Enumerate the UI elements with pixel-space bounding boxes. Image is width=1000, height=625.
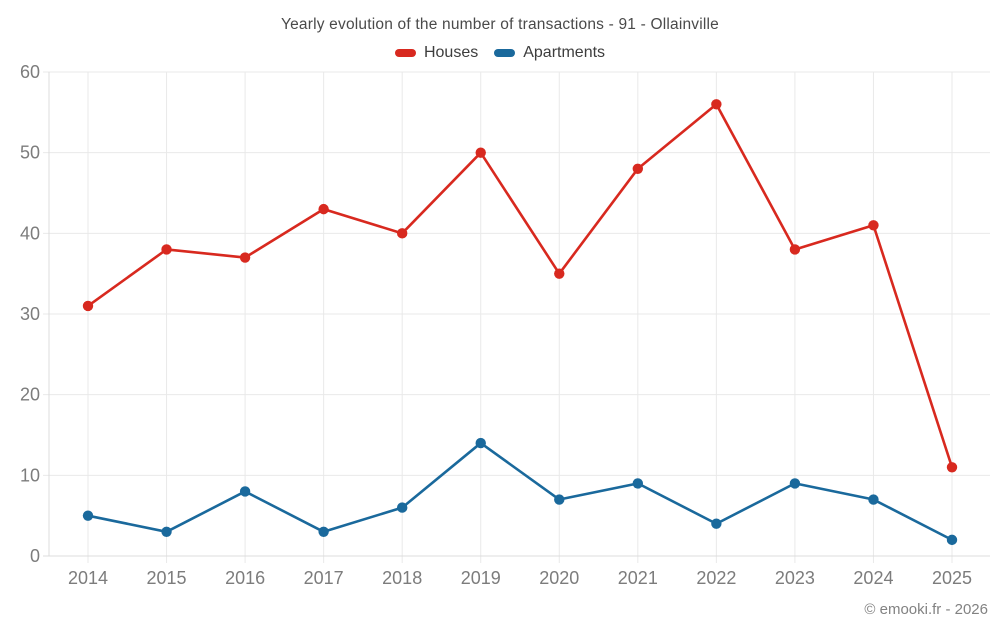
apartments-data-point[interactable] — [554, 494, 565, 505]
chart-legend: Houses Apartments — [0, 44, 1000, 62]
legend-item-houses[interactable]: Houses — [394, 44, 479, 62]
x-axis-tick-label: 2025 — [932, 568, 972, 588]
apartments-legend-swatch-icon — [494, 49, 516, 57]
apartments-data-point[interactable] — [318, 526, 329, 537]
houses-data-point[interactable] — [161, 244, 172, 255]
houses-data-point[interactable] — [82, 300, 94, 312]
apartments-data-point[interactable] — [239, 486, 251, 497]
axis-tick-labels: 2014 2015 2016 2017 2018 2019 2020 2021 2022 2023… — [20, 62, 972, 588]
houses-legend-swatch-icon — [394, 49, 416, 57]
gridlines — [43, 71, 990, 563]
apartments-data-point[interactable] — [475, 437, 486, 449]
apartments-data-point[interactable] — [632, 478, 644, 489]
x-axis-tick-label: 2022 — [696, 568, 736, 588]
x-axis-tick-label: 2016 — [225, 568, 265, 588]
houses-data-point[interactable] — [318, 203, 329, 215]
legend-item-apartments[interactable]: Apartments — [494, 44, 605, 62]
x-axis-tick-label: 2015 — [147, 568, 187, 588]
houses-data-point[interactable] — [239, 252, 251, 263]
houses-data-point[interactable] — [554, 268, 565, 279]
apartments-data-point[interactable] — [868, 494, 879, 505]
y-axis-tick-label: 30 — [20, 304, 40, 324]
apartments-data-point[interactable] — [946, 534, 958, 546]
x-axis-tick-label: 2021 — [618, 568, 658, 588]
houses-data-point[interactable] — [632, 163, 644, 174]
x-axis-tick-label: 2023 — [775, 568, 815, 588]
houses-line — [86, 102, 954, 469]
houses-legend-label: Houses — [423, 44, 479, 61]
houses-data-point[interactable] — [946, 462, 958, 473]
copyright-footer: © emooki.fr - 2026 — [864, 601, 988, 618]
apartments-data-point[interactable] — [789, 478, 801, 489]
houses-data-point[interactable] — [789, 244, 801, 255]
y-axis-tick-label: 0 — [30, 546, 40, 566]
chart-title: Yearly evolution of the number of transa… — [280, 16, 720, 33]
y-axis-tick-label: 20 — [20, 385, 40, 405]
x-axis-tick-label: 2014 — [68, 568, 108, 588]
x-axis-tick-label: 2017 — [304, 568, 344, 588]
x-axis-tick-label: 2020 — [539, 568, 579, 588]
x-axis-tick-label: 2024 — [853, 568, 893, 588]
y-axis-tick-label: 40 — [20, 223, 40, 243]
apartments-data-point[interactable] — [711, 518, 722, 529]
apartments-data-point[interactable] — [396, 502, 408, 513]
houses-data-point[interactable] — [868, 220, 879, 231]
apartments-legend-label: Apartments — [523, 44, 606, 61]
y-axis-tick-label: 60 — [20, 62, 40, 82]
houses-data-point[interactable] — [711, 99, 722, 110]
houses-data-point[interactable] — [396, 228, 408, 239]
x-axis-tick-label: 2019 — [461, 568, 501, 588]
apartments-data-point[interactable] — [82, 510, 94, 521]
apartments-line — [86, 441, 954, 542]
y-axis-tick-label: 10 — [20, 465, 40, 485]
houses-data-point[interactable] — [475, 147, 486, 158]
y-axis-tick-label: 50 — [20, 143, 40, 163]
apartments-data-point[interactable] — [161, 526, 172, 537]
x-axis-tick-label: 2018 — [382, 568, 422, 588]
